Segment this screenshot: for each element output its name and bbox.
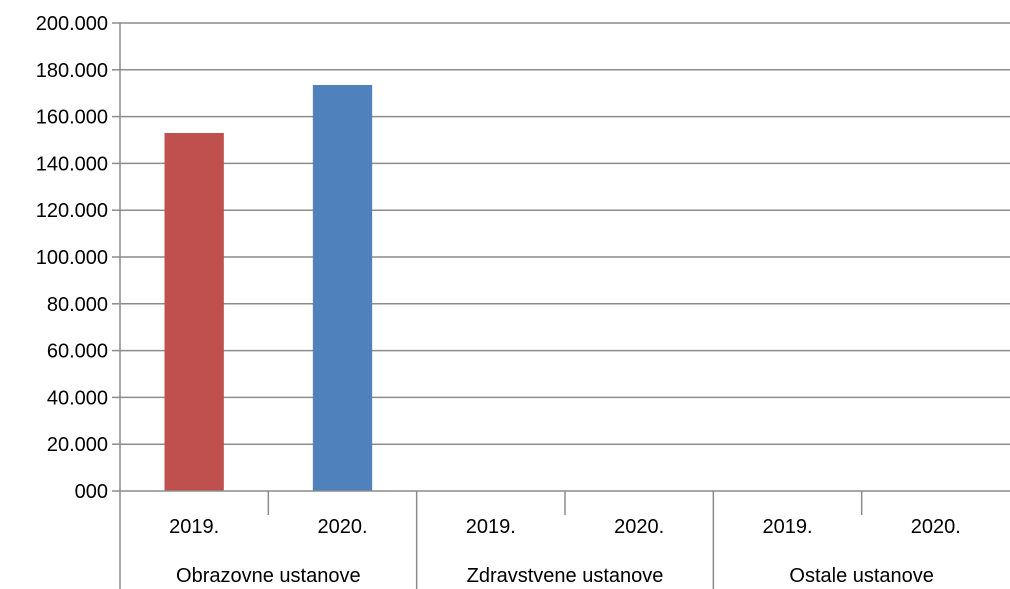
- labels: 000 20.000 40.000 60.000 80.000 100.000 120.00…: [36, 13, 961, 587]
- gridlines: [120, 22, 1010, 445]
- x-category-label: 2019.: [762, 516, 812, 538]
- y-tick-label: 60.000: [47, 341, 108, 363]
- y-tick-label: 100.000: [36, 247, 108, 269]
- bars: [164, 85, 373, 492]
- x-category-label: 2020.: [911, 516, 961, 538]
- x-category-label: 2020.: [317, 516, 367, 538]
- x-category-label: 2019.: [466, 516, 516, 538]
- bar-obrazovne-2019: [164, 132, 224, 492]
- y-tick-label: 80.000: [47, 294, 108, 316]
- y-tick-label: 180.000: [36, 60, 108, 82]
- axes: [112, 22, 1010, 589]
- y-tick-label: 140.000: [36, 153, 108, 175]
- y-tick-label: 20.000: [47, 434, 108, 456]
- bar-obrazovne-2020: [312, 85, 373, 491]
- y-tick-label: 160.000: [36, 107, 108, 129]
- y-tick-label: 000: [75, 481, 108, 503]
- y-tick-label: 200.000: [36, 13, 108, 35]
- x-group-label: Zdravstvene ustanove: [467, 565, 664, 587]
- y-tick-label: 40.000: [47, 387, 108, 409]
- x-category-label: 2019.: [169, 516, 219, 538]
- x-category-label: 2020.: [614, 516, 664, 538]
- x-group-label: Obrazovne ustanove: [176, 565, 361, 587]
- y-tick-label: 120.000: [36, 200, 108, 222]
- x-group-label: Ostale ustanove: [789, 565, 934, 587]
